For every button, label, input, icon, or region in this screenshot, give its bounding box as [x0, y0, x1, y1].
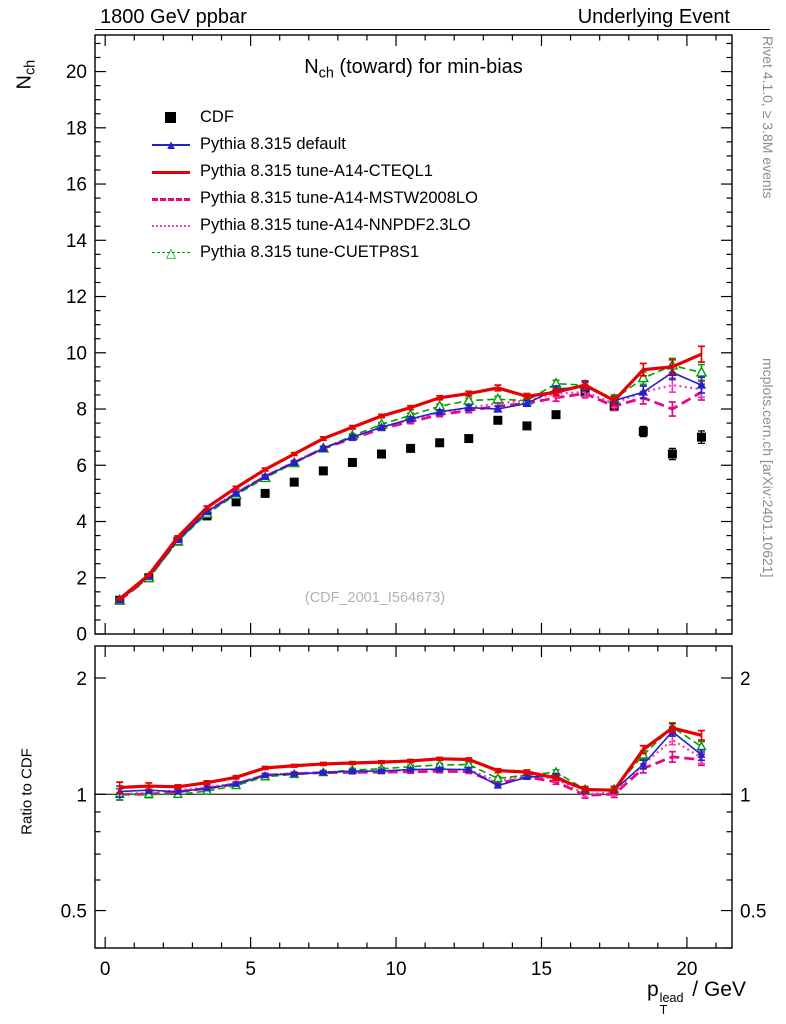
svg-text:0.5: 0.5: [61, 902, 87, 923]
svg-text:8: 8: [76, 400, 87, 421]
ratio-axis-label: Ratio to CDF: [18, 748, 36, 835]
svg-text:0: 0: [100, 959, 111, 980]
x-axis-label-sup: lead: [659, 990, 684, 1005]
legend-label: Pythia 8.315 tune-CUETP8S1: [200, 243, 420, 261]
svg-text:0: 0: [76, 625, 87, 646]
line-triangle-marker-icon: ▲: [152, 137, 190, 152]
dotted-line-marker-icon: [152, 219, 190, 233]
svg-text:18: 18: [66, 118, 87, 139]
svg-text:6: 6: [76, 456, 87, 477]
svg-text:1: 1: [740, 785, 751, 806]
legend-label: Pythia 8.315 tune-A14-MSTW2008LO: [200, 189, 478, 207]
x-axis-label: p lead T / GeV: [647, 978, 746, 1017]
series-layer: [95, 345, 732, 801]
svg-text:0.5: 0.5: [740, 902, 766, 923]
square-marker-icon: [152, 111, 190, 125]
dashed-line-marker-icon: [152, 192, 190, 206]
header-beam-info: 1800 GeV ppbar: [100, 6, 247, 28]
svg-text:14: 14: [66, 231, 88, 252]
x-axis-label-supsub: lead T: [659, 990, 684, 1017]
solid-line-marker-icon: [152, 165, 190, 179]
legend-item-default: ▲ Pythia 8.315 default: [152, 131, 478, 158]
y-axis-label-sub: ch: [22, 59, 39, 76]
legend-label: Pythia 8.315 tune-A14-CTEQL1: [200, 162, 433, 180]
legend-item-a14-cteql1: Pythia 8.315 tune-A14-CTEQL1: [152, 158, 478, 185]
svg-text:10: 10: [66, 343, 87, 364]
svg-text:15: 15: [531, 959, 552, 980]
analysis-id-watermark: (CDF_2001_I564673): [304, 590, 446, 606]
svg-text:1: 1: [76, 785, 87, 806]
legend-item-cdf: CDF: [152, 104, 478, 131]
plot-title-pre: N: [304, 56, 319, 78]
y-axis-label-pre: N: [13, 75, 36, 90]
plot-title-sub: ch: [318, 65, 334, 82]
svg-text:4: 4: [76, 512, 87, 533]
x-axis-label-post: / GeV: [686, 978, 746, 1001]
legend-item-a14-mstw2008lo: Pythia 8.315 tune-A14-MSTW2008LO: [152, 185, 478, 212]
svg-text:5: 5: [245, 959, 256, 980]
rivet-version-note: Rivet 4.1.0, ≥ 3.8M events: [760, 36, 776, 199]
svg-text:20: 20: [66, 62, 87, 83]
y-axis-label: Nch: [13, 27, 38, 123]
header-analysis-type: Underlying Event: [577, 6, 730, 28]
plot-title-post: (toward) for min-bias: [333, 56, 523, 78]
legend-label: CDF: [200, 108, 234, 126]
ratio-series-a14-cteql1: [116, 722, 705, 795]
svg-text:10: 10: [385, 959, 406, 980]
svg-text:16: 16: [66, 175, 87, 196]
legend-item-a14-nnpdf23lo: Pythia 8.315 tune-A14-NNPDF2.3LO: [152, 212, 478, 239]
legend-label: Pythia 8.315 default: [200, 135, 346, 153]
dashed-line-open-triangle-marker-icon: △: [152, 245, 190, 260]
header-rule: [95, 29, 770, 30]
legend-item-cuetp8s1: △ Pythia 8.315 tune-CUETP8S1: [152, 239, 478, 266]
svg-text:20: 20: [676, 959, 697, 980]
svg-text:2: 2: [76, 568, 87, 589]
mcplots-reference-note: mcplots.cern.ch [arXiv:2401.10621]: [760, 358, 776, 578]
svg-text:2: 2: [740, 669, 751, 690]
x-axis-label-pre: p: [646, 978, 659, 1001]
main-series-a14-cteql1: [116, 345, 705, 601]
plot-title: Nch (toward) for min-bias: [95, 56, 732, 81]
ratio-series-default: [115, 726, 706, 798]
legend: CDF ▲ Pythia 8.315 default Pythia 8.315 …: [152, 104, 478, 266]
legend-label: Pythia 8.315 tune-A14-NNPDF2.3LO: [200, 216, 471, 234]
x-axis-label-sub: T: [659, 1002, 668, 1017]
svg-text:12: 12: [66, 287, 87, 308]
svg-text:2: 2: [76, 669, 87, 690]
